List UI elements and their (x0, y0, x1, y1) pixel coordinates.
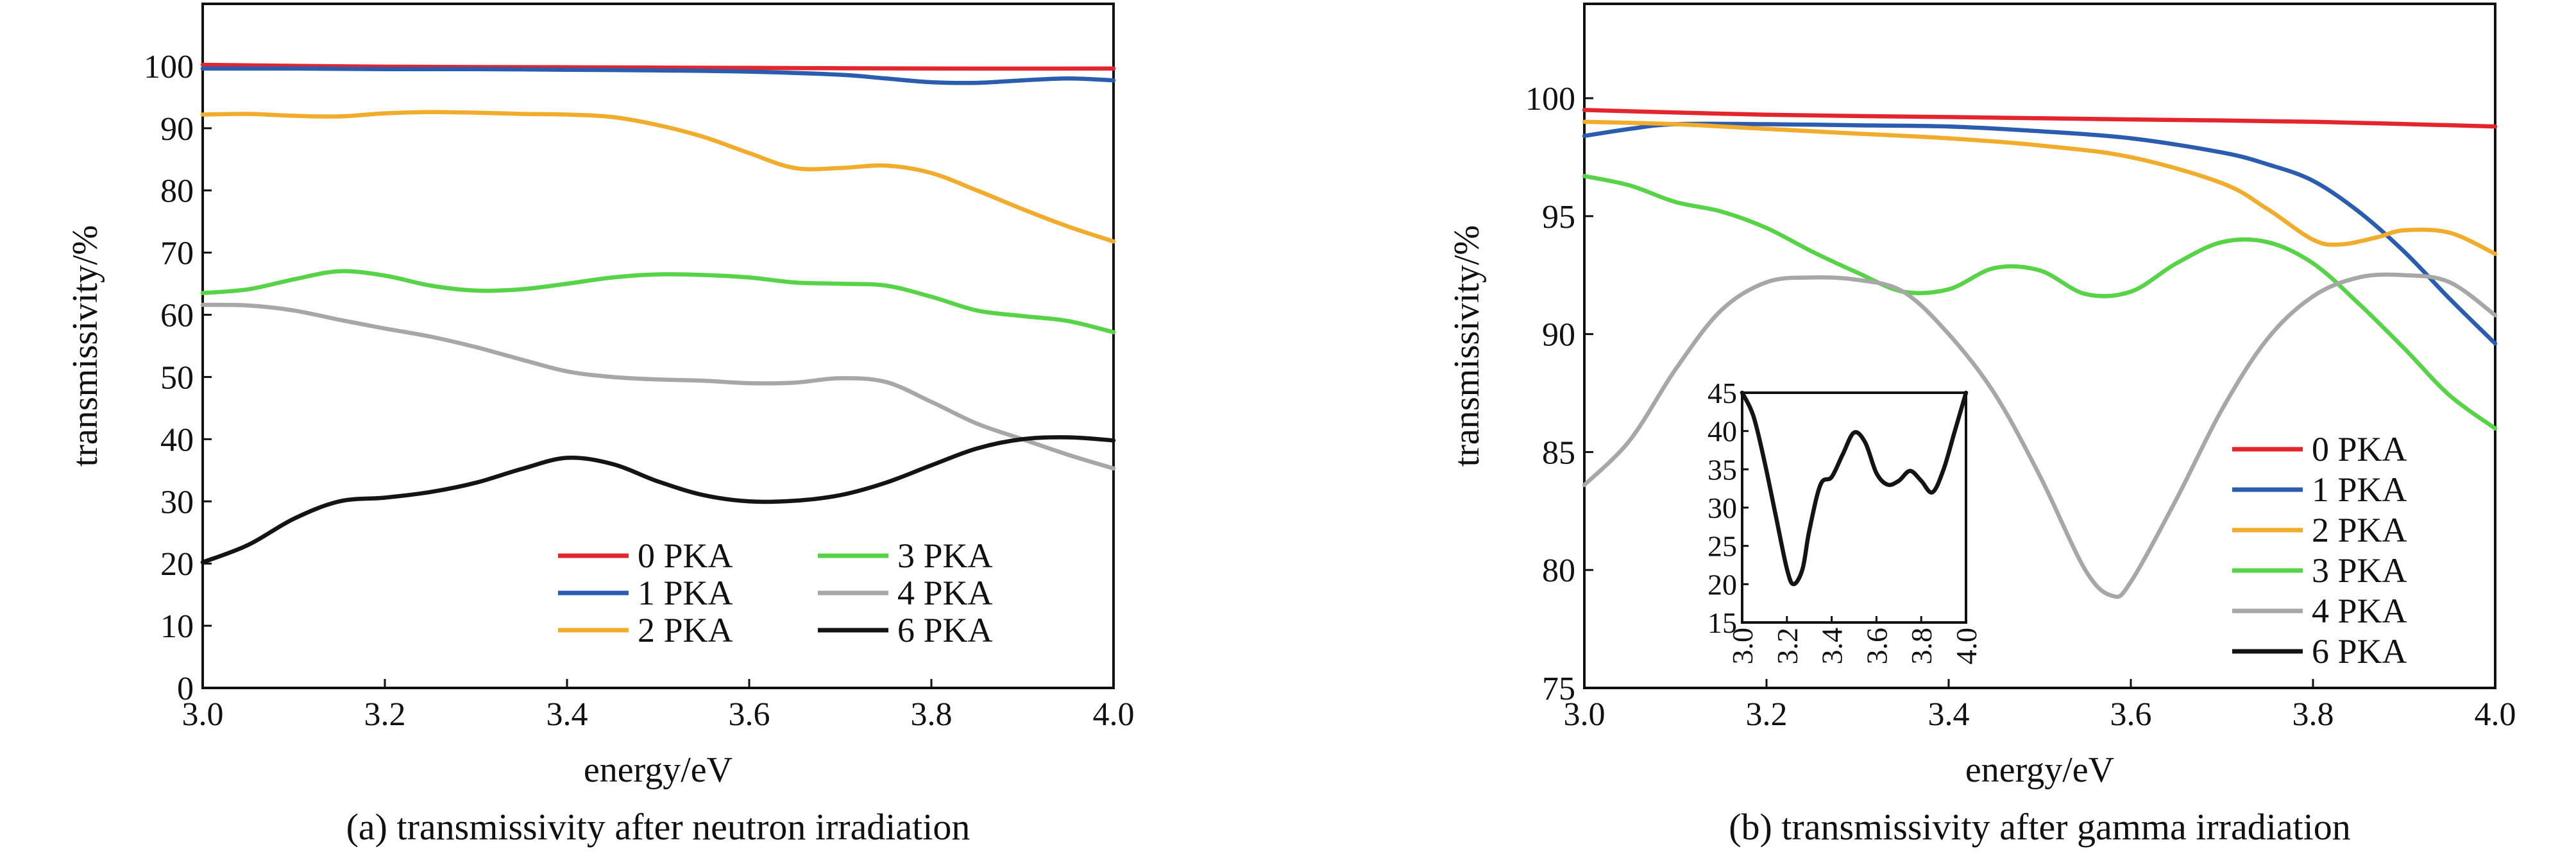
inset-y-tick-label: 35 (1707, 453, 1737, 486)
inset-x-tick-label: 3.6 (1860, 628, 1893, 665)
legend-label: 2 PKA (2312, 511, 2407, 549)
x-axis-label: energy/eV (1965, 750, 2114, 790)
legend-label: 0 PKA (638, 536, 733, 575)
y-tick-label: 10 (160, 608, 194, 645)
y-tick-label: 30 (160, 484, 194, 520)
legend-label: 3 PKA (897, 536, 993, 575)
y-tick-label: 80 (160, 173, 194, 210)
x-tick-label: 4.0 (2475, 696, 2516, 733)
inset-y-tick-label: 40 (1707, 415, 1737, 448)
inset-y-tick-label: 30 (1707, 492, 1737, 524)
y-tick-label: 70 (160, 236, 194, 272)
y-tick-label: 80 (1542, 553, 1575, 589)
y-tick-label: 50 (160, 359, 194, 396)
inset-series-line (1740, 390, 1969, 587)
inset-y-tick-label: 45 (1707, 377, 1737, 409)
x-tick-label: 3.2 (1746, 696, 1788, 733)
inset-y-tick-label: 15 (1707, 606, 1737, 639)
series-line-0-pka (1582, 108, 2498, 129)
x-tick-label: 3.0 (182, 696, 224, 733)
inset-y-tick-label: 20 (1707, 568, 1737, 601)
x-tick-label: 3.8 (2292, 696, 2334, 733)
y-tick-label: 100 (144, 49, 194, 85)
series-line-4-pka (200, 302, 1116, 471)
series-line-4-pka (1582, 272, 2498, 599)
series-line-1-pka (200, 66, 1116, 85)
y-tick-label: 75 (1542, 671, 1575, 707)
y-tick-label: 40 (160, 422, 194, 458)
x-tick-label: 4.0 (1093, 696, 1135, 733)
legend-label: 2 PKA (638, 611, 733, 649)
legend-label: 6 PKA (2312, 632, 2407, 671)
plot-frame (1583, 3, 2496, 689)
x-tick-label: 3.0 (1564, 696, 1606, 733)
series-line-0-pka (200, 62, 1116, 71)
legend-label: 4 PKA (2312, 592, 2407, 630)
y-tick-label: 100 (1525, 81, 1575, 117)
series-line-3-pka (1582, 174, 2498, 431)
x-tick-label: 3.8 (911, 696, 953, 733)
y-tick-label: 90 (1542, 317, 1575, 354)
y-tick-label: 90 (160, 111, 194, 148)
x-tick-label: 3.6 (2110, 696, 2152, 733)
inset-chart: 15 20 25 30 35 40 45 3.0 3.2 3.4 3.6 3.8 4.0 (1707, 377, 1983, 665)
figure-caption: (b) transmissivity after gamma irradiati… (1729, 806, 2351, 848)
y-axis-label: transmissivity/% (1447, 225, 1487, 467)
y-axis-label: transmissivity/% (65, 225, 105, 467)
x-tick-label: 3.2 (364, 696, 406, 733)
legend-label: 1 PKA (2312, 470, 2407, 509)
x-tick-label: 3.4 (547, 696, 588, 733)
legend-label: 6 PKA (897, 611, 993, 649)
series-line-1-pka (1582, 121, 2498, 346)
series-line-3-pka (200, 269, 1116, 334)
legend-label: 1 PKA (638, 574, 733, 612)
y-tick-label: 95 (1542, 199, 1575, 236)
series-line-2-pka (200, 110, 1116, 244)
figure-caption: (a) transmissivity after neutron irradia… (346, 806, 970, 848)
x-axis-label: energy/eV (584, 750, 733, 790)
inset-y-tick-label: 25 (1707, 530, 1737, 563)
panel-b: 75 80 85 90 95 100 3.0 3.2 3.4 3.6 3.8 4.0 energy/eV… (1447, 3, 2516, 848)
inset-x-tick-label: 3.0 (1726, 628, 1759, 665)
y-tick-label: 20 (160, 546, 194, 583)
inset-x-tick-label: 3.2 (1771, 628, 1804, 665)
series-line-6-pka (200, 435, 1116, 565)
legend-label: 3 PKA (2312, 551, 2407, 590)
y-tick-label: 60 (160, 298, 194, 334)
y-tick-label: 85 (1542, 434, 1575, 471)
inset-x-tick-label: 3.8 (1905, 628, 1938, 665)
x-tick-label: 3.6 (729, 696, 770, 733)
inset-x-tick-label: 3.4 (1816, 628, 1849, 665)
y-tick-label: 0 (177, 671, 194, 707)
legend-label: 4 PKA (897, 574, 993, 612)
panel-a: 0 10 20 30 40 50 60 70 80 90 100 3.0 3.2 3.4 3.6 3.8 4.0… (65, 3, 1135, 848)
x-tick-label: 3.4 (1928, 696, 1970, 733)
series-line-2-pka (1582, 119, 2498, 256)
plot-frame (201, 3, 1115, 689)
inset-x-tick-label: 4.0 (1950, 628, 1983, 665)
legend-label: 0 PKA (2312, 430, 2407, 468)
